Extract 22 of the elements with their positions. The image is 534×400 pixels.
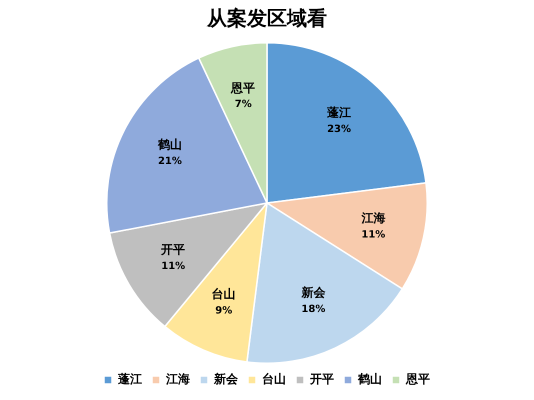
legend-label: 江海 [165,372,190,386]
slice-label: 鹤山 [156,138,182,152]
data-label: 11% [361,229,386,240]
chart-title: 从案发区域看 [206,6,327,30]
legend-label: 恩平 [405,372,430,386]
legend-label: 新会 [213,372,239,386]
legend-label: 台山 [262,372,286,386]
slice-label: 开平 [160,242,186,257]
data-label: 11% [161,261,186,272]
slice-label: 江海 [360,210,386,225]
slice-label: 新会 [300,286,326,300]
slice-label: 蓬江 [326,105,352,120]
legend-label: 蓬江 [117,372,142,386]
legend-label: 鹤山 [357,372,382,386]
data-label: 18% [301,304,326,316]
data-label: 7% [234,99,252,110]
data-label: 21% [158,156,182,168]
slice-label: 台山 [212,287,236,302]
data-label: 9% [215,306,232,317]
data-label: 23% [327,124,352,135]
legend-label: 开平 [309,372,334,386]
slice-label: 恩平 [230,80,256,95]
